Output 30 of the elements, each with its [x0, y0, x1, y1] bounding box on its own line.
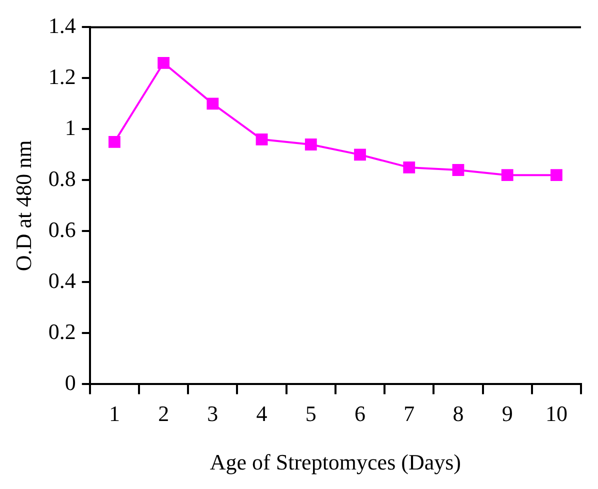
y-tick-label: 0.4 [48, 268, 76, 293]
point [304, 138, 317, 150]
point [158, 56, 170, 69]
y-tick-label: 0 [64, 370, 76, 395]
y-tick-label: 1.4 [48, 12, 76, 38]
point [452, 164, 464, 176]
point [108, 136, 120, 148]
point [256, 133, 268, 146]
y-tick-label: 0.2 [48, 318, 76, 344]
x-axis-title: Age of Streptomyces (Days) [210, 450, 462, 475]
x-tick-label: 10 [545, 401, 568, 426]
y-tick-label: 1 [64, 114, 76, 140]
point [501, 169, 514, 182]
point [206, 98, 219, 110]
y-tick-label: 1.2 [48, 64, 76, 89]
x-tick-label: 9 [502, 401, 513, 426]
y-axis-title: O.D at 480 nm [10, 140, 36, 272]
y-tick-label: 0.8 [48, 166, 76, 191]
point [550, 169, 562, 182]
x-tick-label: 7 [404, 401, 415, 426]
y-tick-label: 0.6 [48, 216, 76, 242]
x-tick-label: 3 [207, 401, 218, 426]
x-tick-label: 4 [256, 401, 268, 426]
x-tick-label: 2 [158, 401, 170, 426]
x-tick-label: 6 [354, 401, 366, 426]
x-tick-label: 1 [108, 401, 120, 426]
x-tick-label: 8 [452, 401, 464, 426]
x-tick-label: 5 [305, 401, 316, 426]
point [354, 148, 366, 161]
point [403, 162, 416, 174]
